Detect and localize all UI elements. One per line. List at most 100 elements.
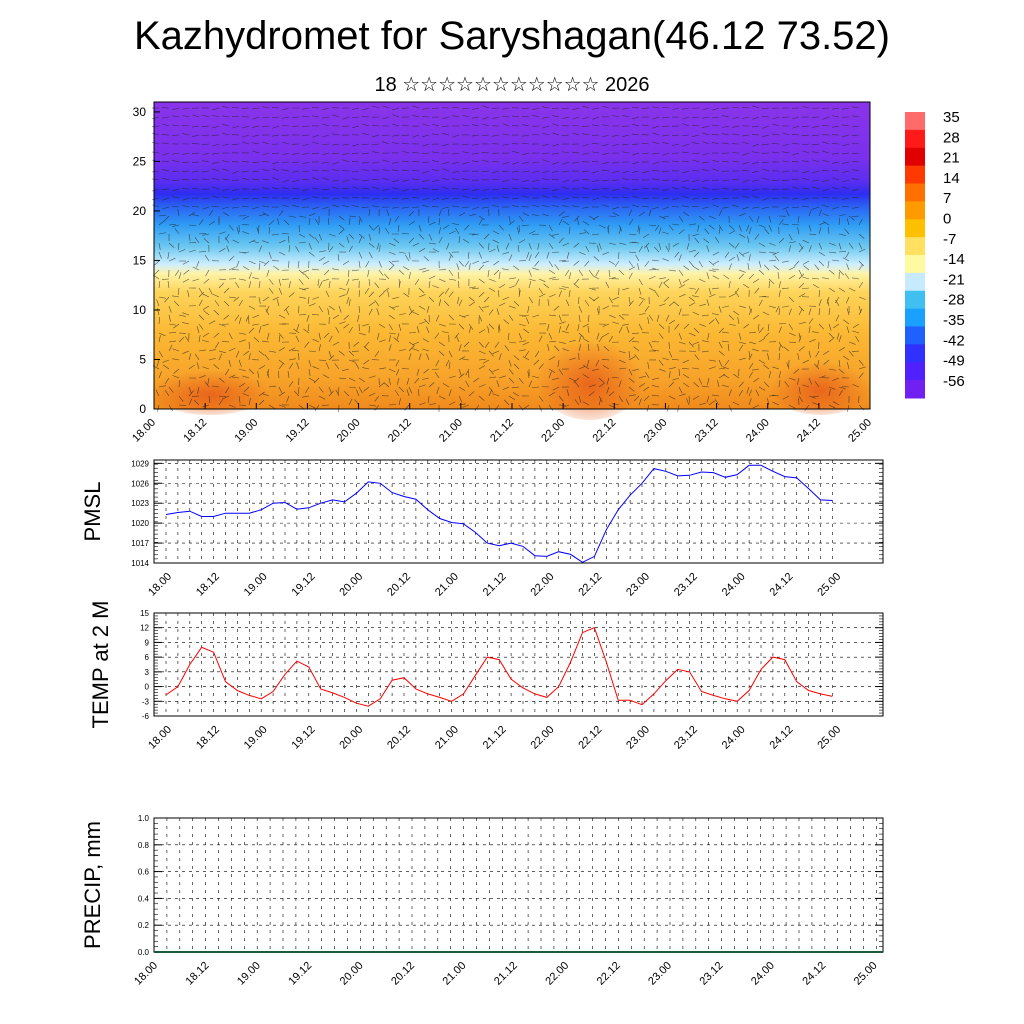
wind-arrow <box>328 386 332 394</box>
wind-arrow <box>392 296 400 300</box>
wind-arrow <box>502 143 510 146</box>
wind-arrow <box>168 314 171 322</box>
wind-arrow <box>472 124 480 127</box>
wind-arrow <box>778 290 781 298</box>
wind-arrow <box>258 224 260 233</box>
x-tick-label: 21.12 <box>481 724 509 752</box>
wind-arrow <box>498 272 501 280</box>
wind-arrow <box>722 197 730 200</box>
wind-arrow <box>256 227 260 235</box>
wind-arrow <box>548 368 556 373</box>
wind-arrow <box>777 272 780 280</box>
wind-arrow <box>802 160 810 163</box>
wind-arrow <box>666 404 670 412</box>
wind-arrow <box>698 278 706 283</box>
wind-arrow <box>633 395 640 402</box>
wind-arrow <box>388 335 392 343</box>
wind-arrow <box>548 314 556 317</box>
wind-arrow <box>222 143 230 147</box>
wind-arrow <box>462 114 470 118</box>
wind-arrow <box>642 124 650 127</box>
wind-arrow <box>177 209 180 217</box>
wind-arrow <box>688 332 696 337</box>
wind-arrow <box>296 323 300 331</box>
wind-arrow <box>728 224 735 230</box>
wind-arrow <box>297 260 300 268</box>
wind-arrow <box>702 179 710 182</box>
wind-arrow <box>548 392 556 397</box>
colorbar-label: -7 <box>943 231 956 248</box>
wind-arrow <box>352 278 360 281</box>
wind-arrow <box>192 266 200 271</box>
wind-arrow <box>612 115 620 118</box>
wind-arrow <box>602 195 610 199</box>
wind-arrow <box>542 159 550 163</box>
wind-arrow <box>232 116 240 118</box>
wind-arrow <box>168 404 173 412</box>
wind-arrow <box>702 161 710 164</box>
wind-arrow <box>532 114 540 118</box>
wind-arrow <box>532 204 540 208</box>
wind-arrow <box>278 239 286 244</box>
wind-arrow <box>758 323 760 331</box>
wind-arrow <box>258 326 262 334</box>
wind-arrow <box>382 116 390 120</box>
wind-arrow <box>738 344 743 352</box>
wind-arrow <box>358 233 365 239</box>
wind-arrow <box>592 233 600 236</box>
wind-arrow <box>692 311 700 316</box>
wind-arrow <box>674 323 680 330</box>
wind-arrow <box>338 287 346 291</box>
wind-arrow <box>408 353 412 361</box>
wind-arrow <box>528 296 533 304</box>
wind-arrow <box>312 169 320 172</box>
wind-arrow <box>198 299 203 307</box>
wind-arrow <box>587 326 590 334</box>
x-tick-label: 22.00 <box>539 417 567 445</box>
wind-arrow <box>372 186 380 190</box>
wind-arrow <box>286 395 290 403</box>
colorbar-label: 14 <box>943 170 960 187</box>
wind-arrow <box>532 187 540 190</box>
wind-arrow <box>772 401 780 406</box>
wind-arrow <box>838 287 846 293</box>
wind-arrow <box>712 168 720 172</box>
wind-arrow <box>411 197 420 199</box>
wind-arrow <box>462 188 470 191</box>
wind-arrow <box>538 278 546 283</box>
wind-arrow <box>518 377 524 384</box>
wind-arrow <box>762 177 770 181</box>
wind-arrow <box>152 170 160 173</box>
wind-arrow <box>402 169 410 172</box>
wind-arrow <box>374 300 380 307</box>
wind-arrow <box>458 356 466 361</box>
wind-arrow <box>587 344 590 352</box>
wind-arrow <box>638 383 646 388</box>
colorbar-label: 35 <box>943 109 960 126</box>
wind-arrow <box>432 285 440 289</box>
wind-arrow <box>778 281 782 289</box>
wind-arrow <box>342 204 350 208</box>
wind-arrow <box>222 132 230 136</box>
wind-arrow <box>462 143 470 146</box>
wind-arrow <box>334 363 340 370</box>
wind-arrow <box>792 206 800 209</box>
wind-arrow <box>302 143 310 147</box>
wind-arrow <box>802 143 810 145</box>
wind-arrow <box>291 161 300 163</box>
wind-arrow <box>465 368 470 376</box>
wind-arrow <box>364 341 370 348</box>
wind-arrow <box>778 308 781 316</box>
wind-arrow <box>727 344 730 352</box>
wind-arrow <box>496 380 500 388</box>
wind-arrow <box>478 292 485 298</box>
wind-arrow <box>678 229 685 235</box>
wind-arrow <box>422 204 430 208</box>
wind-arrow <box>418 402 426 406</box>
wind-arrow <box>582 152 590 155</box>
wind-arrow <box>201 143 210 145</box>
wind-arrow <box>322 152 330 156</box>
wind-arrow <box>688 341 694 348</box>
wind-arrow <box>828 269 835 275</box>
wind-arrow <box>633 346 640 352</box>
